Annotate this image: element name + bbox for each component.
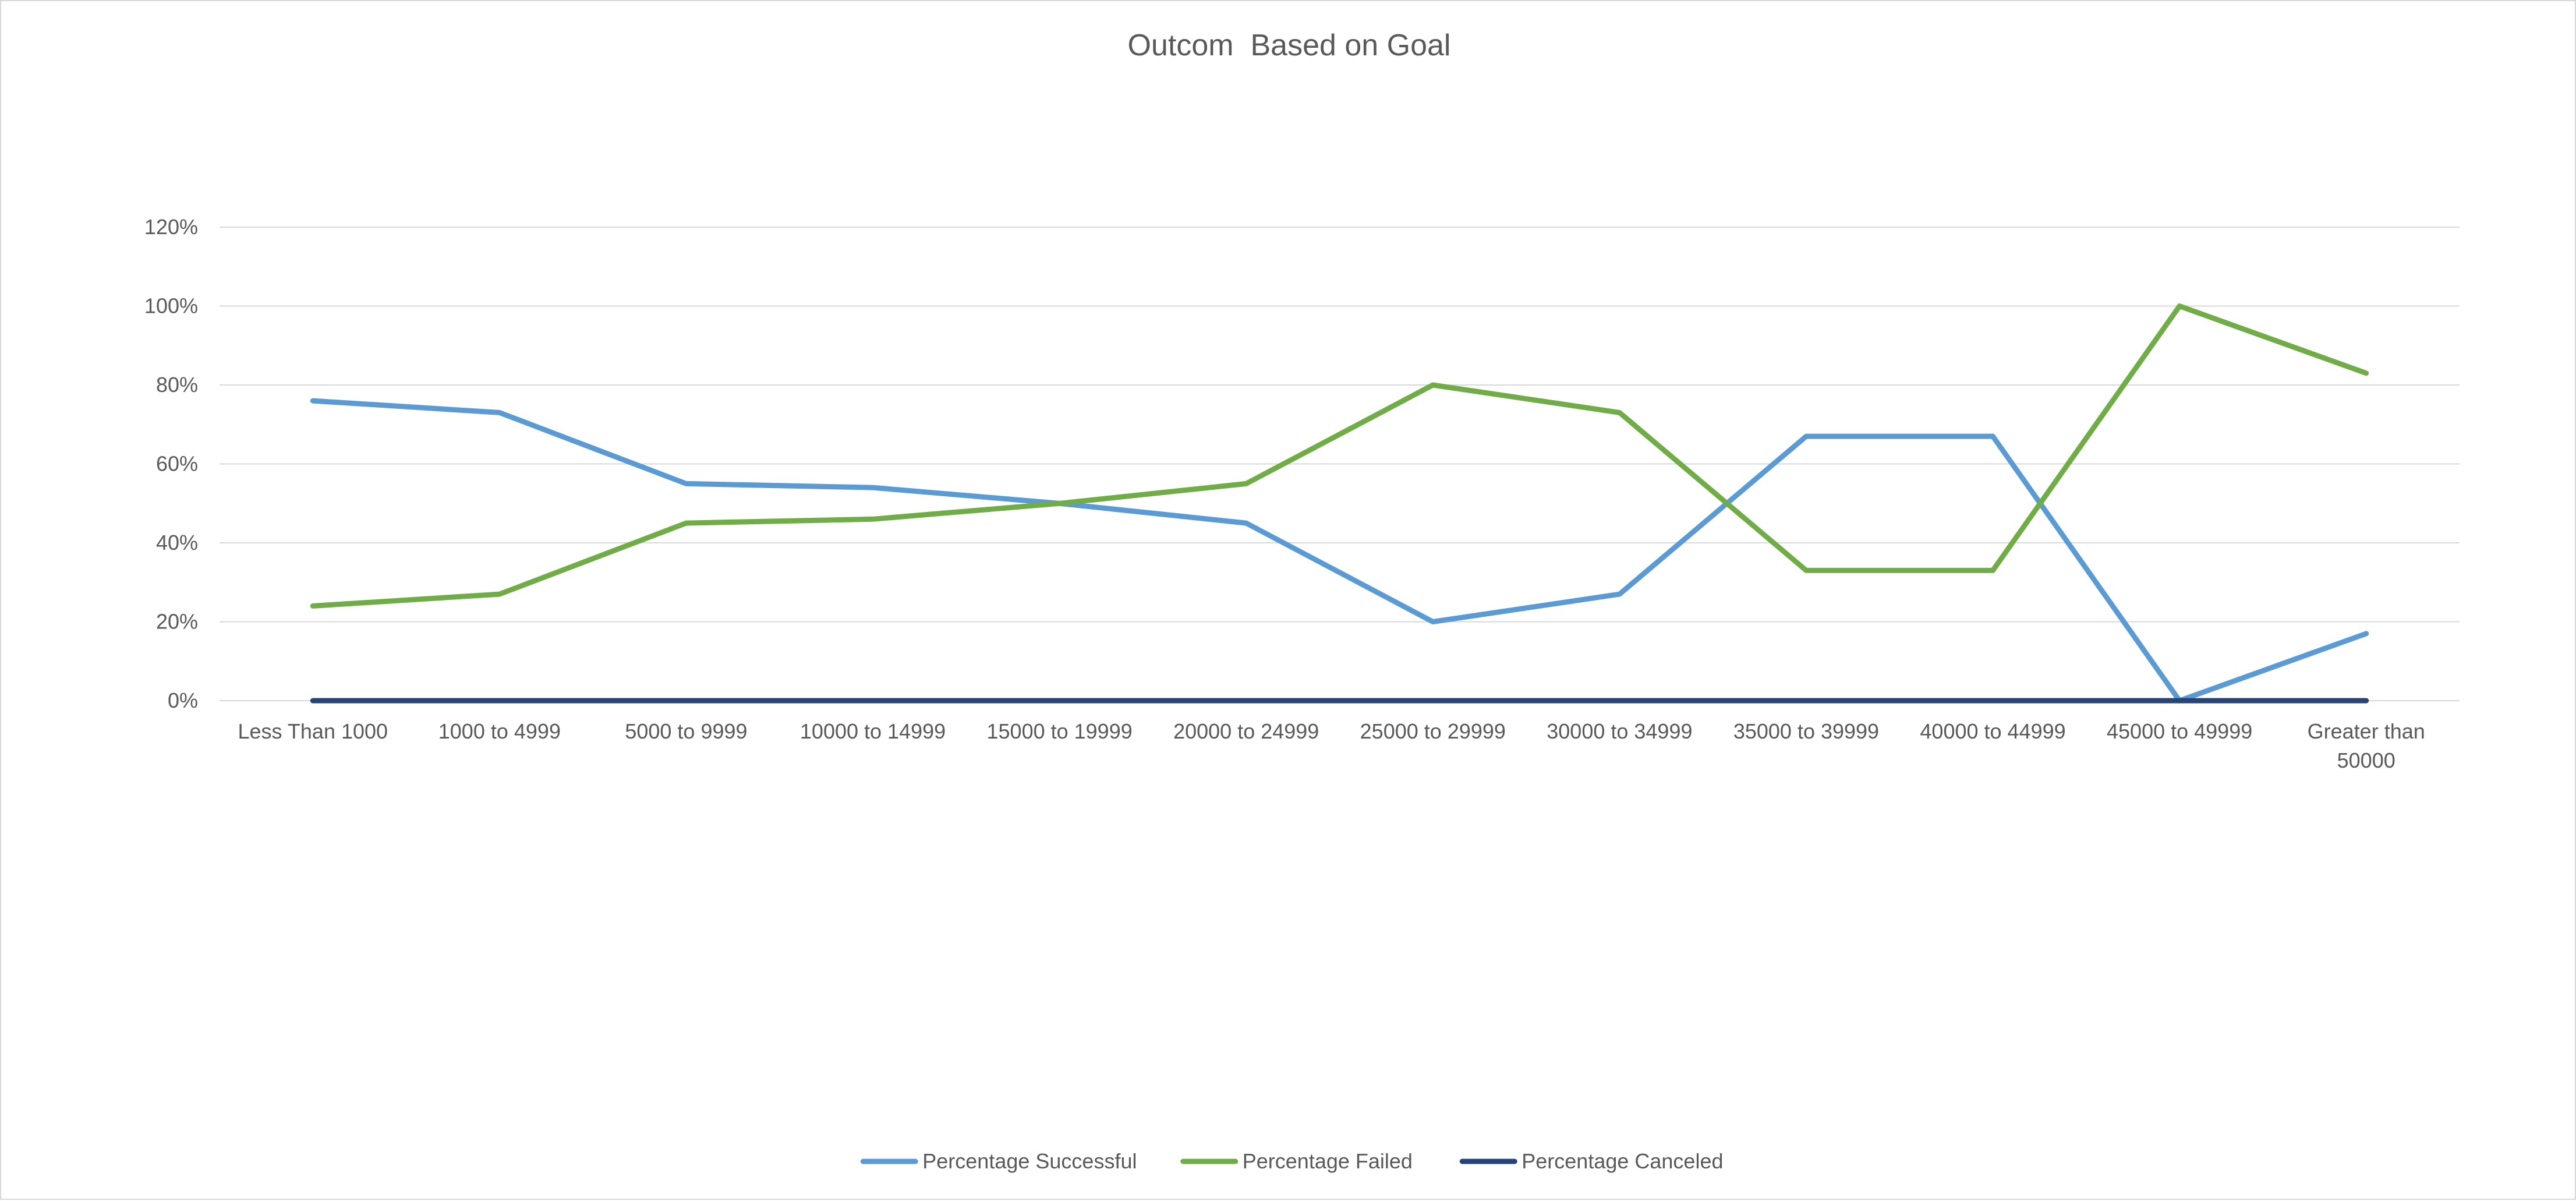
series-line-percentage-successful	[310, 398, 2369, 704]
y-tick-label: 40%	[156, 531, 198, 554]
legend: Percentage Successful Percentage Failed Pe…	[860, 1149, 1724, 1173]
y-tick-label: 120%	[144, 215, 198, 239]
x-axis-tick-labels: Less Than 1000 1000 to 4999 5000 to 9999 10…	[238, 719, 2425, 772]
x-tick-label: 15000 to 19999	[987, 719, 1133, 743]
series-lines	[310, 303, 2369, 704]
x-tick-label: 5000 to 9999	[625, 719, 747, 743]
y-axis-tick-labels: 0% 20% 40% 60% 80% 100% 120%	[144, 215, 198, 712]
x-tick-label: 45000 to 49999	[2107, 719, 2252, 743]
y-tick-label: 60%	[156, 452, 198, 476]
legend-label-percentage-successful: Percentage Successful	[922, 1149, 1137, 1173]
x-tick-label: 35000 to 39999	[1733, 719, 1879, 743]
gridlines	[220, 227, 2460, 701]
legend-label-percentage-failed: Percentage Failed	[1243, 1149, 1413, 1173]
legend-label-percentage-canceled: Percentage Canceled	[1521, 1149, 1723, 1173]
x-tick-label: Less Than 1000	[238, 719, 388, 743]
x-tick-label: Greater than 50000	[2308, 719, 2425, 772]
x-tick-label: 25000 to 29999	[1360, 719, 1506, 743]
x-tick-label: 20000 to 24999	[1173, 719, 1319, 743]
x-tick-label: 10000 to 14999	[800, 719, 946, 743]
chart-title: Outcom Based on Goal	[1128, 29, 1451, 62]
x-tick-label: 40000 to 44999	[1920, 719, 2065, 743]
x-tick-label: 30000 to 34999	[1547, 719, 1692, 743]
y-tick-label: 80%	[156, 373, 198, 397]
y-tick-label: 20%	[156, 610, 198, 634]
series-line-percentage-failed	[310, 303, 2369, 609]
x-tick-label: 1000 to 4999	[438, 719, 561, 743]
y-tick-label: 100%	[144, 294, 198, 318]
y-tick-label: 0%	[168, 688, 198, 712]
